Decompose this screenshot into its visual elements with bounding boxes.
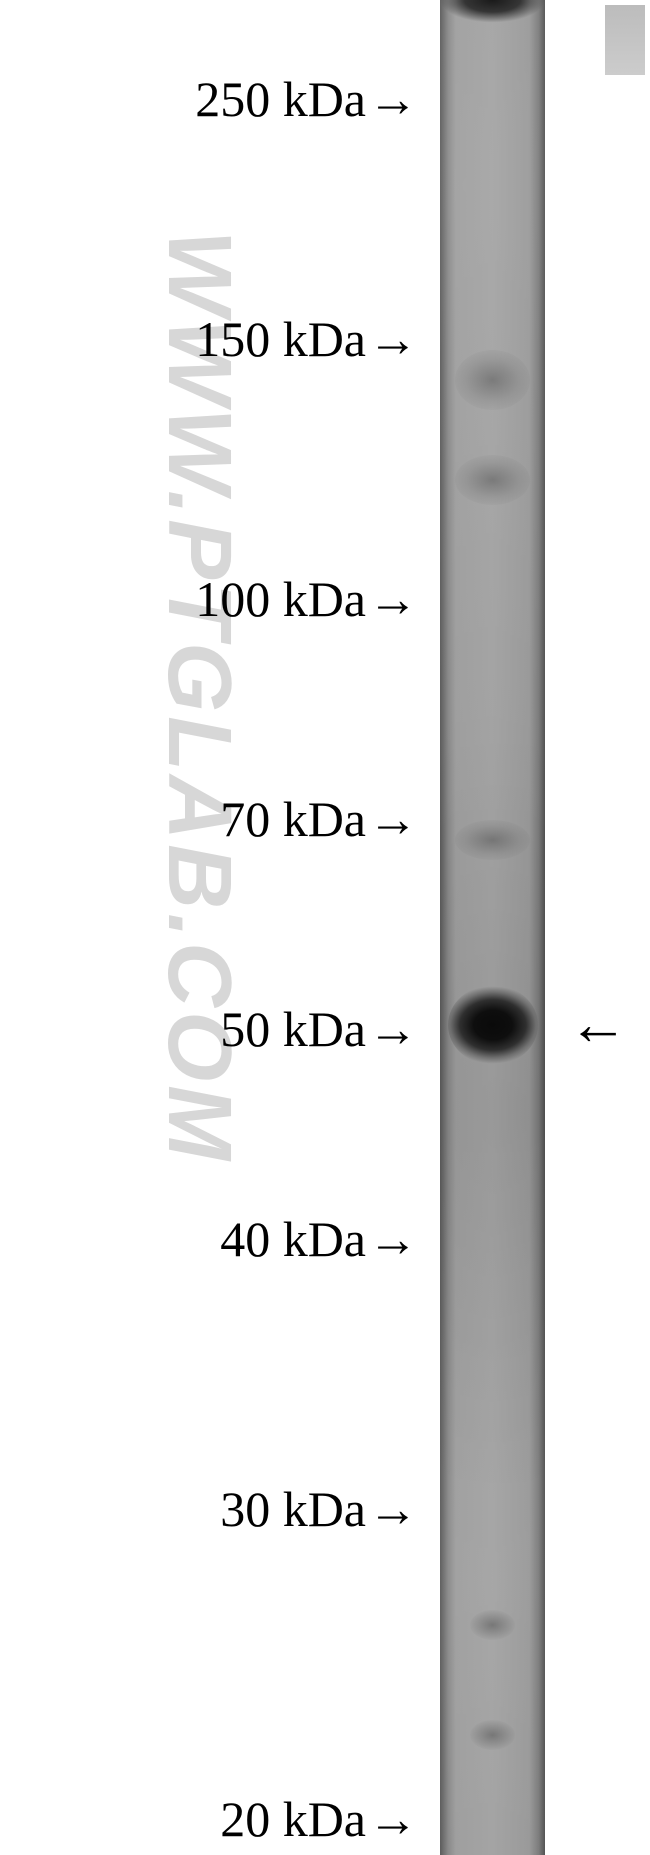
marker-label-text: 40 kDa bbox=[220, 1211, 366, 1267]
marker-arrow-icon: → bbox=[368, 1790, 418, 1848]
marker-30kda: 30 kDa→ bbox=[220, 1480, 418, 1538]
faint-spot bbox=[470, 1720, 515, 1750]
marker-arrow-icon: → bbox=[368, 790, 418, 848]
main-band-50kda bbox=[448, 985, 538, 1065]
faint-band bbox=[455, 350, 530, 410]
marker-label-text: 30 kDa bbox=[220, 1481, 366, 1537]
marker-arrow-icon: → bbox=[368, 70, 418, 128]
western-blot-figure: WWW.PTGLAB.COM 250 kDa→ 150 kDa→ 100 kDa… bbox=[0, 0, 650, 1855]
marker-label-text: 70 kDa bbox=[220, 791, 366, 847]
faint-spot bbox=[470, 1610, 515, 1640]
marker-arrow-icon: → bbox=[368, 570, 418, 628]
blot-lane bbox=[440, 0, 545, 1855]
faint-band bbox=[455, 820, 530, 860]
marker-arrow-icon: → bbox=[368, 310, 418, 368]
marker-arrow-icon: → bbox=[368, 1000, 418, 1058]
target-band-arrow-icon: ← bbox=[568, 990, 628, 1059]
marker-70kda: 70 kDa→ bbox=[220, 790, 418, 848]
marker-40kda: 40 kDa→ bbox=[220, 1210, 418, 1268]
marker-label-text: 150 kDa bbox=[195, 311, 366, 367]
marker-arrow-icon: → bbox=[368, 1210, 418, 1268]
right-edge-artifact bbox=[605, 5, 645, 75]
faint-band bbox=[455, 455, 530, 505]
marker-label-text: 100 kDa bbox=[195, 571, 366, 627]
marker-20kda: 20 kDa→ bbox=[220, 1790, 418, 1848]
lane-top-shadow bbox=[440, 0, 545, 40]
marker-250kda: 250 kDa→ bbox=[195, 70, 418, 128]
marker-arrow-icon: → bbox=[368, 1480, 418, 1538]
marker-150kda: 150 kDa→ bbox=[195, 310, 418, 368]
marker-100kda: 100 kDa→ bbox=[195, 570, 418, 628]
marker-50kda: 50 kDa→ bbox=[220, 1000, 418, 1058]
marker-label-text: 50 kDa bbox=[220, 1001, 366, 1057]
marker-label-text: 20 kDa bbox=[220, 1791, 366, 1847]
marker-label-text: 250 kDa bbox=[195, 71, 366, 127]
lane-texture bbox=[440, 0, 545, 1855]
